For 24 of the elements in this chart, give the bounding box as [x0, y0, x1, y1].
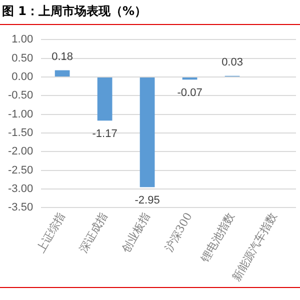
y-tick-label: -1.00 — [8, 108, 34, 120]
data-label: -0.07 — [177, 87, 202, 100]
y-tick-label: -0.50 — [8, 90, 34, 102]
bar — [182, 77, 198, 80]
bar — [97, 77, 112, 121]
y-tick-label: -3.50 — [8, 202, 34, 214]
y-tick-label: -3.00 — [8, 183, 34, 196]
x-tick-label: 深证成指 — [76, 210, 110, 256]
bar — [54, 70, 70, 76]
y-tick-label: 1.00 — [12, 34, 34, 46]
chart-title: 图 1：上周市场表现（%） — [0, 0, 300, 25]
y-tick-label: 0.50 — [12, 52, 34, 64]
bar — [140, 77, 155, 188]
y-tick-label: -1.50 — [8, 127, 34, 140]
x-tick-label: 上证综指 — [34, 210, 68, 256]
data-label: 0.18 — [52, 50, 74, 63]
y-tick-label: 0.00 — [12, 70, 34, 83]
x-tick-label: 锂电池指数 — [198, 210, 238, 266]
data-label: -1.17 — [92, 128, 118, 140]
data-label: 0.03 — [222, 56, 243, 68]
y-tick-label: -2.50 — [8, 164, 34, 176]
y-tick-label: -2.00 — [8, 146, 34, 158]
x-tick-label: 创业板指 — [119, 210, 152, 256]
data-label: -2.95 — [134, 194, 160, 207]
